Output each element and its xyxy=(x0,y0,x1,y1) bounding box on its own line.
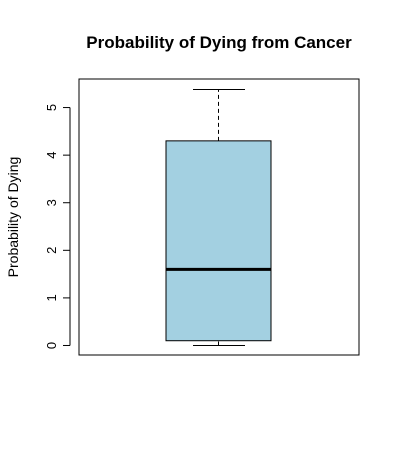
box-group xyxy=(165,88,272,346)
y-axis-label: Probability of Dying xyxy=(5,157,21,278)
y-tick-label-1: 1 xyxy=(44,294,59,301)
plot-frame xyxy=(78,78,360,356)
chart-title: Probability of Dying from Cancer xyxy=(86,33,352,52)
iqr-box xyxy=(165,140,272,342)
y-tick-label-4: 4 xyxy=(44,152,59,159)
y-ticks: 0 1 2 3 4 5 xyxy=(44,104,70,349)
y-tick-label-2: 2 xyxy=(44,247,59,254)
y-tick-label-3: 3 xyxy=(44,199,59,206)
y-tick-label-0: 0 xyxy=(44,342,59,349)
y-tick-label-5: 5 xyxy=(44,104,59,111)
